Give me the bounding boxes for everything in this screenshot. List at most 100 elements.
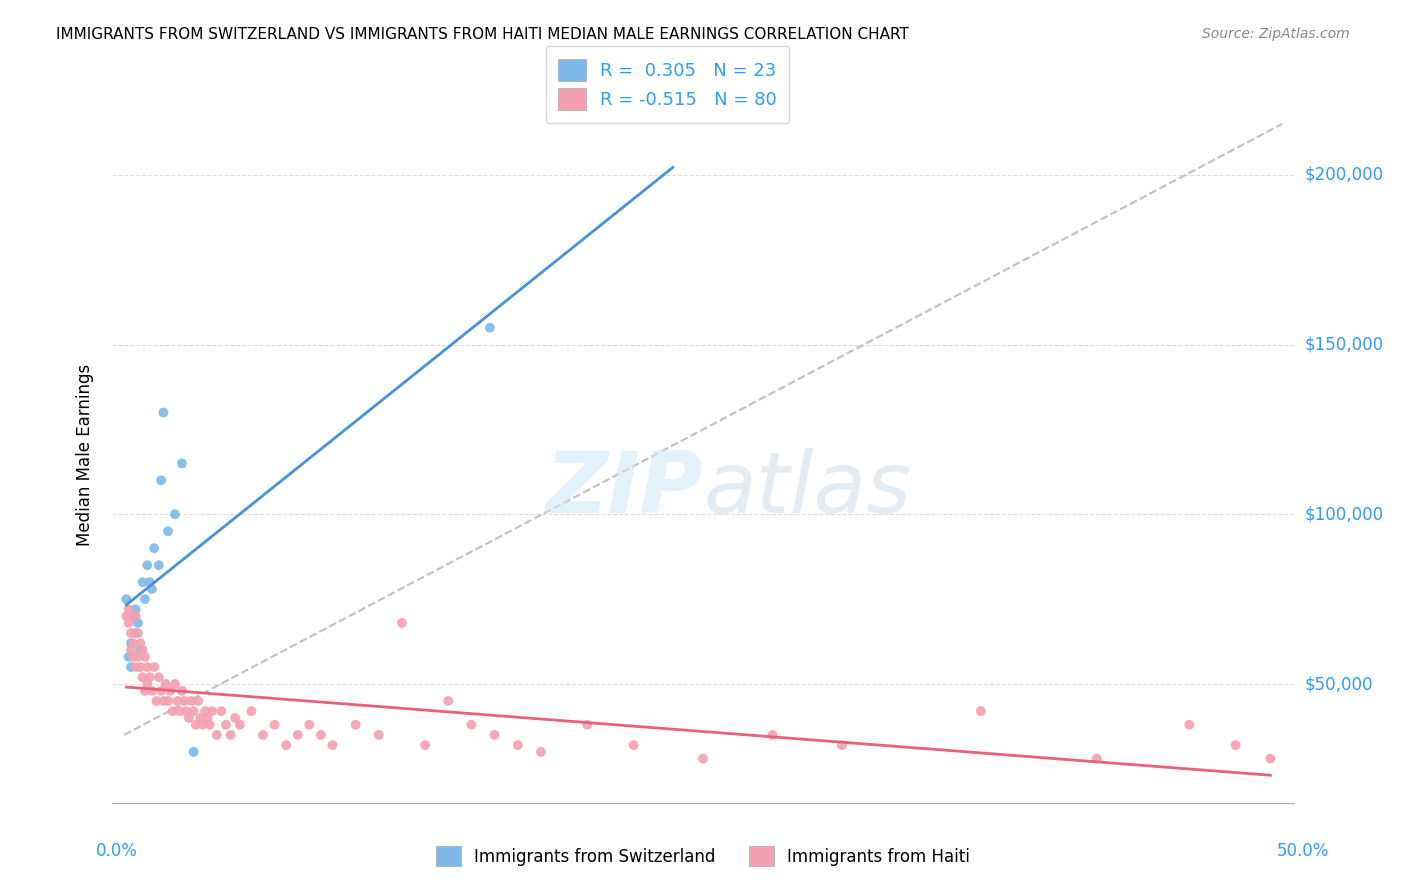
Point [437,694,460,708]
Point [131,575,153,590]
Point [129,643,152,657]
Point [309,728,332,742]
Point [115,592,138,607]
Point [136,558,159,573]
Point [122,636,145,650]
Point [150,474,173,488]
Point [157,694,180,708]
Point [127,649,149,664]
Point [367,728,389,742]
Text: $100,000: $100,000 [1305,505,1384,524]
Point [141,582,163,596]
Point [138,575,160,590]
Point [170,683,193,698]
Text: IMMIGRANTS FROM SWITZERLAND VS IMMIGRANTS FROM HAITI MEDIAN MALE EARNINGS CORREL: IMMIGRANTS FROM SWITZERLAND VS IMMIGRANT… [56,27,910,42]
Point [143,541,166,556]
Text: Source: ZipAtlas.com: Source: ZipAtlas.com [1202,27,1350,41]
Text: atlas: atlas [703,448,911,532]
Point [252,728,274,742]
Point [122,609,145,624]
Point [263,717,285,731]
Point [163,677,186,691]
Point [391,615,413,630]
Point [124,602,146,616]
Point [148,558,170,573]
Point [623,738,645,752]
Text: $200,000: $200,000 [1305,166,1384,184]
Point [131,643,153,657]
Point [215,717,238,731]
Point [118,602,141,616]
Point [138,670,160,684]
Point [183,704,205,718]
Point [187,694,209,708]
Point [162,704,184,718]
Point [298,717,321,731]
Point [120,643,142,657]
Point [129,636,152,650]
Point [209,704,232,718]
Point [169,704,191,718]
Point [1085,752,1108,766]
Legend: R =  0.305   N = 23, R = -0.515   N = 80: R = 0.305 N = 23, R = -0.515 N = 80 [546,46,789,123]
Point [143,660,166,674]
Point [166,694,188,708]
Point [180,694,202,708]
Point [136,677,159,691]
Point [287,728,309,742]
Point [163,508,186,522]
Point [240,704,263,718]
Point [159,683,181,698]
Point [134,592,156,607]
Point [124,626,146,640]
Point [124,660,146,674]
Point [155,677,177,691]
Point [1178,717,1201,731]
Point [184,717,207,731]
Point [205,728,228,742]
Point [201,704,224,718]
Point [115,609,138,624]
Point [506,738,529,752]
Point [150,683,173,698]
Point [194,704,217,718]
Point [478,320,501,334]
Point [219,728,242,742]
Point [145,694,167,708]
Text: $50,000: $50,000 [1305,675,1374,693]
Point [124,609,146,624]
Point [120,626,142,640]
Point [530,745,553,759]
Text: 50.0%: 50.0% [1277,842,1329,860]
Point [761,728,783,742]
Point [321,738,343,752]
Point [129,660,152,674]
Point [134,683,156,698]
Point [191,717,214,731]
Point [197,711,219,725]
Point [118,649,141,664]
Point [120,660,142,674]
Point [460,717,482,731]
Point [134,649,156,664]
Point [576,717,599,731]
Y-axis label: Median Male Earnings: Median Male Earnings [76,364,94,546]
Point [173,694,195,708]
Point [183,745,205,759]
Point [127,626,149,640]
Point [190,711,212,725]
Point [970,704,993,718]
Point [224,711,246,725]
Point [120,636,142,650]
Point [413,738,436,752]
Text: $150,000: $150,000 [1305,335,1384,353]
Point [484,728,506,742]
Point [170,457,193,471]
Point [157,524,180,539]
Point [141,683,163,698]
Point [344,717,367,731]
Point [152,694,174,708]
Point [276,738,298,752]
Point [176,704,198,718]
Point [229,717,252,731]
